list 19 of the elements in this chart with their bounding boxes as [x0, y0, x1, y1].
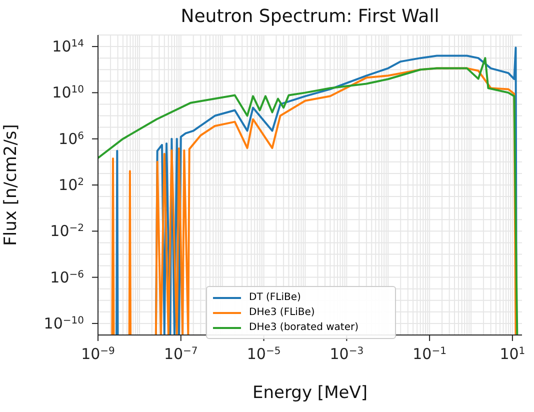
- y-tick-label: 10$^{−2}$: [50, 222, 84, 240]
- x-axis-title: Energy [MeV]: [252, 383, 368, 403]
- y-tick-label: 10$^{10}$: [52, 84, 84, 102]
- x-tick-label: 10$^{−9}$: [81, 345, 115, 363]
- legend-label: DHe3 (borated water): [249, 322, 359, 333]
- chart-title: Neutron Spectrum: First Wall: [180, 6, 440, 27]
- y-tick-label: 10$^{−6}$: [50, 268, 84, 286]
- legend-label: DT (FLiBe): [249, 292, 301, 303]
- x-tick-label: 10$^{−3}$: [330, 345, 364, 363]
- x-tick-label: 10$^{−1}$: [412, 345, 446, 363]
- y-tick-label: 10$^{−10}$: [44, 314, 84, 332]
- x-tick-label: 10$^{1}$: [500, 345, 526, 363]
- x-tick-label: 10$^{−5}$: [246, 345, 281, 363]
- y-tick-label: 10$^{14}$: [52, 38, 84, 56]
- x-tick-label: 10$^{−7}$: [164, 345, 198, 363]
- y-tick-label: 10$^{6}$: [58, 130, 84, 148]
- legend-label: DHe3 (FLiBe): [249, 307, 315, 318]
- y-tick-label: 10$^{2}$: [58, 176, 84, 194]
- y-axis-title: Flux [n/cm2/s]: [1, 124, 22, 246]
